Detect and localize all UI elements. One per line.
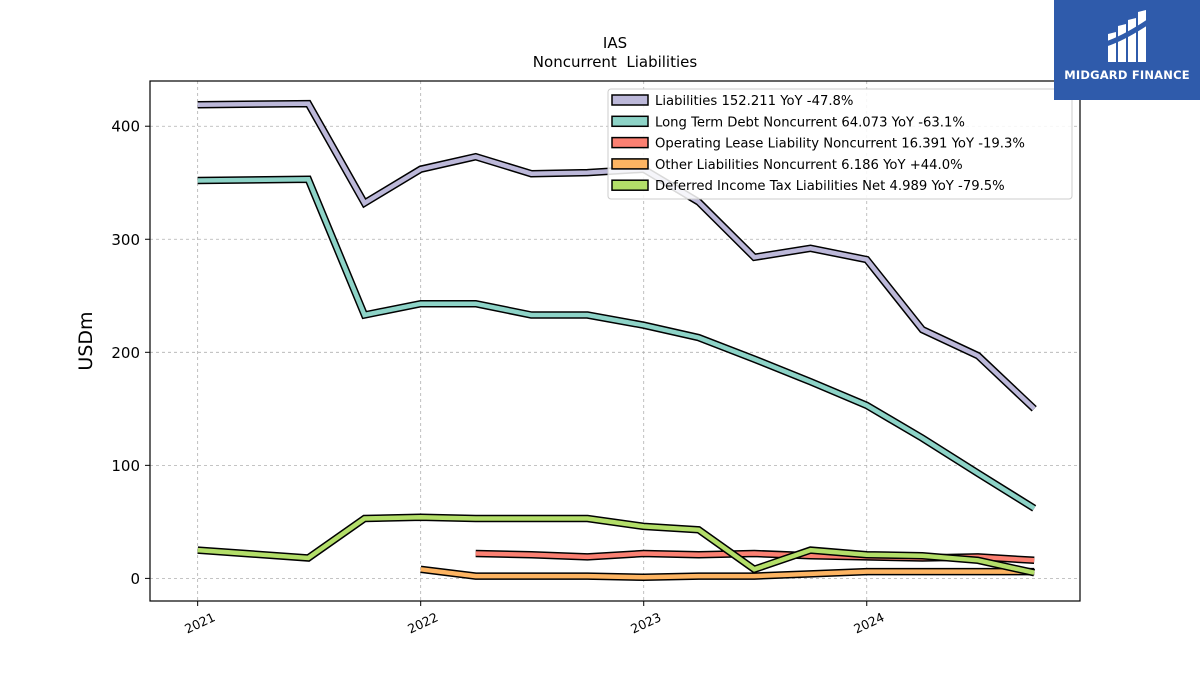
y-axis-label: USDm: [75, 311, 97, 370]
x-axis-ticks: 2021 2022 2023 2024: [182, 601, 886, 636]
series-line: [420, 567, 1035, 580]
legend-label: Other Liabilities Noncurrent 6.186 YoY +…: [655, 158, 963, 173]
legend-swatch: [611, 158, 649, 170]
x-tick-label: 2024: [851, 609, 886, 636]
plot-frame: [149, 80, 1081, 602]
x-tick-label: 2022: [405, 609, 440, 636]
logo-brand-name: MIDGARD FINANCE: [1064, 68, 1190, 82]
legend-label: Long Term Debt Noncurrent 64.073 YoY -63…: [655, 115, 965, 130]
series-line-outline: [197, 175, 1037, 512]
y-axis-ticks: 0 100 200 300 400: [111, 118, 150, 588]
series-line: [197, 177, 1036, 511]
legend-swatch: [611, 94, 649, 106]
legend-swatch: [611, 136, 649, 149]
legend-swatch: [611, 179, 649, 191]
x-tick-label: 2021: [182, 609, 217, 636]
chart-title: IAS: [603, 34, 627, 52]
series-lines: [197, 99, 1037, 582]
series-line: [197, 515, 1035, 575]
y-tick-label: 0: [130, 570, 140, 588]
legend-swatch: [611, 115, 649, 128]
y-tick-label: 300: [111, 231, 140, 249]
legend: Liabilities 152.211 YoY -47.8% Long Term …: [607, 88, 1073, 200]
y-tick-label: 100: [111, 457, 140, 475]
x-tick-label: 2023: [628, 609, 663, 636]
logo-mark-icon: [1105, 10, 1150, 62]
legend-label: Operating Lease Liability Noncurrent 16.…: [655, 137, 1025, 152]
y-tick-label: 400: [111, 118, 140, 136]
legend-label: Deferred Income Tax Liabilities Net 4.98…: [655, 179, 1005, 194]
y-tick-label: 200: [111, 344, 140, 362]
brand-logo: MIDGARD FINANCE: [1054, 0, 1200, 100]
chart-subtitle: Noncurrent Liabilities: [533, 53, 698, 71]
legend-box: [607, 88, 1073, 200]
legend-label: Liabilities 152.211 YoY -47.8%: [655, 94, 853, 109]
